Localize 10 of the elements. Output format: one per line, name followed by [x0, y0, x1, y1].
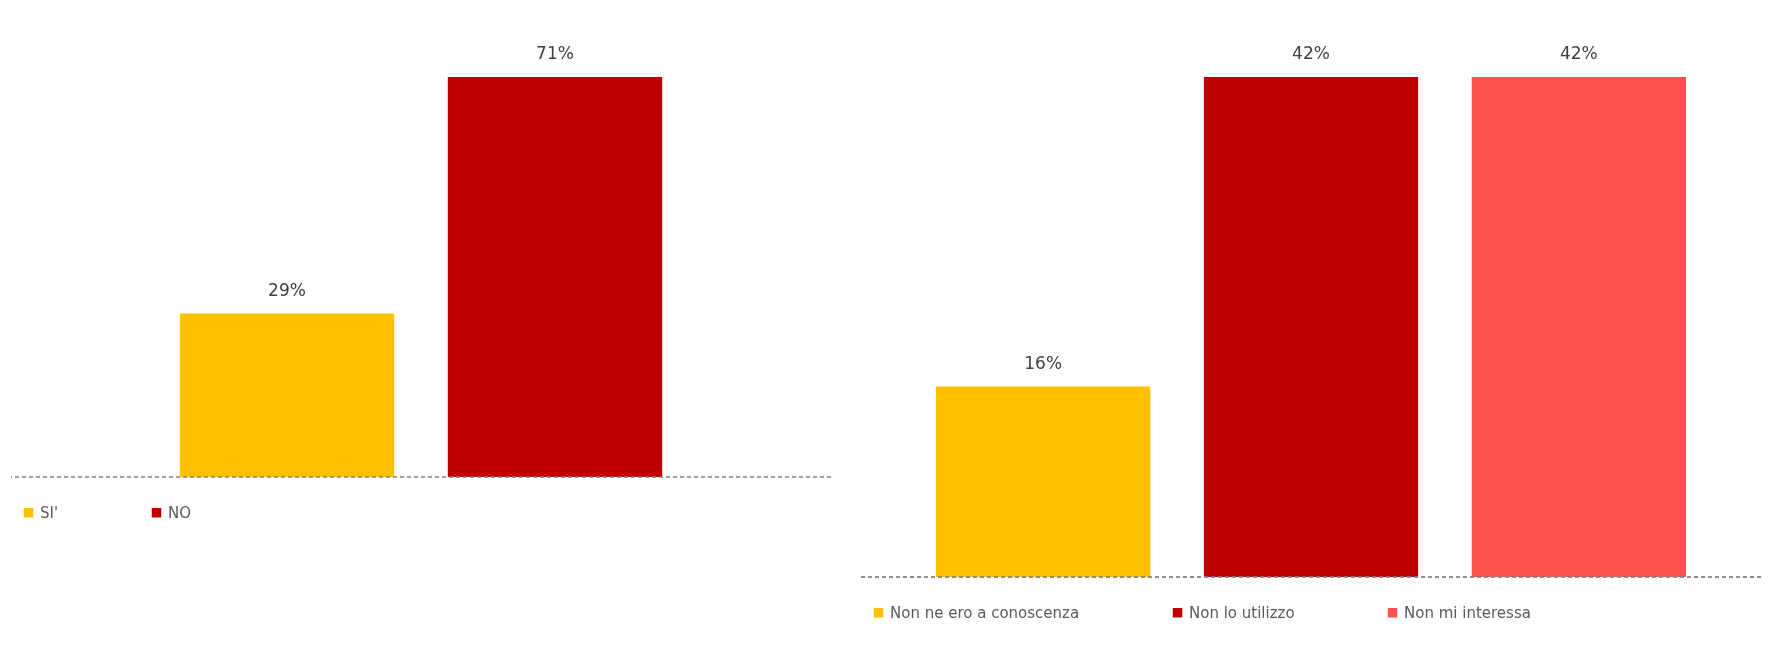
legend-label: Non mi interessa — [1404, 603, 1531, 622]
data-label: 42% — [1292, 43, 1330, 63]
data-label: 71% — [536, 43, 574, 63]
legend-label: NO — [168, 503, 192, 522]
data-label: 29% — [268, 279, 306, 300]
legend-label: SI' — [40, 503, 59, 522]
legend-label: Non lo utilizzo — [1189, 603, 1295, 622]
legend-label: Non ne ero a conoscenza — [890, 603, 1080, 622]
data-label: 42% — [1559, 43, 1598, 63]
data-label: 16% — [1024, 352, 1063, 373]
